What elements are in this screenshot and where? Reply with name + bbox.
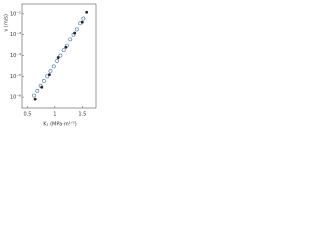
data-point [42, 79, 46, 83]
data-point [74, 27, 79, 32]
x-axis-label: K₁ (MPa·m¹ᐟ²) [43, 122, 77, 128]
y-tick-label: 10⁻² [10, 11, 21, 17]
data-point [80, 20, 84, 24]
data-point [51, 64, 56, 69]
data-point [58, 53, 63, 58]
plot-frame [21, 3, 97, 109]
data-point [40, 85, 44, 89]
data-point [48, 73, 51, 77]
data-point [81, 16, 86, 21]
data-point [64, 45, 68, 49]
data-point [35, 88, 40, 93]
y-axis-label: v (m/s) [4, 14, 10, 32]
y-tick-label: 10⁻³ [10, 32, 21, 38]
data-point [73, 31, 77, 35]
data-point [61, 48, 66, 53]
chart: v (m/s) K₁ (MPa·m¹ᐟ²) 10⁻⁶10⁻⁵10⁻⁴10⁻³10… [4, 3, 97, 128]
data-point [55, 59, 59, 63]
y-tick-label: 10⁻⁵ [10, 74, 21, 80]
data-point [48, 69, 53, 73]
y-tick-label: 10⁻⁶ [10, 95, 21, 101]
y-tick-label: 10⁻⁴ [10, 53, 21, 59]
data-point [68, 37, 73, 42]
x-tick-label: 1 [53, 112, 56, 118]
data-point [33, 97, 37, 101]
data-point [45, 74, 50, 79]
x-tick-label: 0.5 [24, 112, 32, 118]
x-tick-label: 1.5 [78, 112, 86, 118]
data-point [56, 56, 60, 59]
data-point [32, 93, 36, 98]
data-point [85, 10, 89, 14]
